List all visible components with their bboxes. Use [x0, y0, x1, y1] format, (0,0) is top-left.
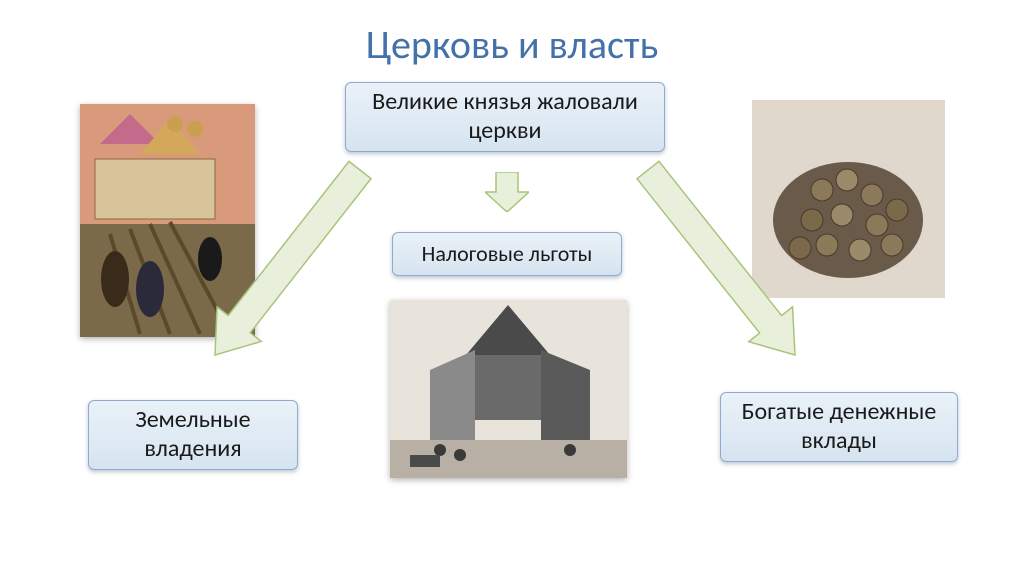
- arrow-right-diag-icon: [0, 0, 1024, 574]
